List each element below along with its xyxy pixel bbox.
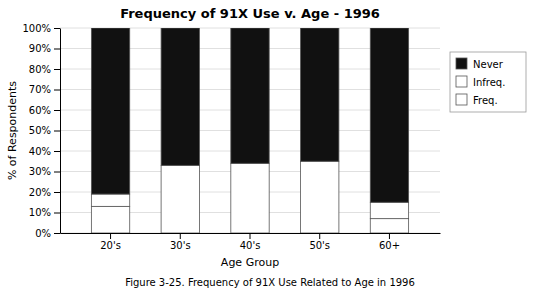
grid — [60, 28, 440, 233]
bar-segment — [301, 161, 339, 233]
tick-mark — [319, 233, 320, 239]
bar-segment — [91, 28, 129, 194]
tick: 40's — [240, 233, 261, 251]
tick-mark — [180, 233, 181, 239]
legend-item: Infreq. — [456, 76, 505, 88]
tick-mark — [54, 233, 60, 234]
tick: 20% — [29, 187, 60, 198]
x-axis-label: Age Group — [221, 256, 279, 269]
bar-segment — [231, 163, 269, 233]
tick: 70% — [29, 84, 60, 95]
tick-mark — [54, 192, 60, 193]
legend: Never Infreq. Freq. — [450, 52, 526, 112]
tick-mark — [54, 110, 60, 111]
legend-item: Never — [456, 58, 504, 70]
title: Frequency of 91X Use v. Age - 1996 — [120, 6, 380, 21]
tick-mark — [389, 233, 390, 239]
tick-label: 40's — [240, 240, 261, 251]
bars — [91, 28, 408, 233]
tick-label: 50's — [309, 240, 330, 251]
tick: 80% — [29, 64, 60, 75]
tick-label: 30's — [170, 240, 191, 251]
bar-segment — [231, 28, 269, 163]
tick-mark — [54, 131, 60, 132]
y-axis-label: % of Respondents — [6, 81, 19, 180]
plot: 0% 10% 20% 30% 40% 50% 60% 70% 80% 90% 100% 20's 30'… — [22, 23, 440, 251]
bar-segment — [161, 165, 199, 233]
tick: 50% — [29, 125, 60, 136]
tick: 20's — [100, 233, 121, 251]
tick: 30's — [170, 233, 191, 251]
tick: 10% — [29, 207, 60, 218]
bar-series — [91, 28, 408, 202]
tick-label: 70% — [29, 84, 51, 95]
tick-mark — [54, 151, 60, 152]
tick-mark — [54, 28, 60, 29]
legend-label: Infreq. — [473, 77, 505, 88]
chart: 0% 10% 20% 30% 40% 50% 60% 70% 80% 90% 100% 20's 30'… — [0, 0, 540, 293]
bar-segment — [161, 28, 199, 165]
tick: 100% — [22, 23, 60, 34]
legend-swatch — [456, 94, 467, 105]
tick: 0% — [35, 228, 60, 239]
tick-mark — [250, 233, 251, 239]
tick-label: 90% — [29, 43, 51, 54]
legend-swatch — [456, 58, 467, 69]
tick-label: 10% — [29, 207, 51, 218]
legend-label: Never — [473, 59, 504, 70]
caption: Figure 3-25. Frequency of 91X Use Relate… — [125, 277, 415, 288]
tick-label: 20's — [100, 240, 121, 251]
legend-frame — [450, 52, 526, 112]
tick: 30% — [29, 166, 60, 177]
legend-item: Freq. — [456, 94, 498, 106]
tick-mark — [54, 213, 60, 214]
tick-label: 0% — [35, 228, 51, 239]
tick-label: 30% — [29, 166, 51, 177]
bar-segment — [91, 206, 129, 233]
tick-mark — [54, 49, 60, 50]
tick-mark — [110, 233, 111, 239]
x-axis: 20's 30's 40's 50's 60+ — [61, 233, 441, 251]
axis-line — [60, 29, 61, 234]
bar-segment — [91, 194, 129, 206]
legend-label: Freq. — [473, 95, 498, 106]
legend-swatch — [456, 76, 467, 87]
tick-label: 50% — [29, 125, 51, 136]
tick-label: 40% — [29, 146, 51, 157]
tick-label: 80% — [29, 64, 51, 75]
bar-series — [91, 161, 408, 233]
bar-segment — [370, 219, 408, 233]
bar-segment — [370, 28, 408, 202]
tick-label: 60+ — [379, 240, 400, 251]
tick-mark — [54, 69, 60, 70]
bar-segment — [301, 28, 339, 161]
tick-label: 100% — [22, 23, 51, 34]
tick: 60+ — [379, 233, 400, 251]
tick: 90% — [29, 43, 60, 54]
bar-segment — [370, 202, 408, 218]
y-axis: 0% 10% 20% 30% 40% 50% 60% 70% 80% 90% 100% — [22, 23, 60, 239]
tick: 50's — [309, 233, 330, 251]
tick-label: 60% — [29, 105, 51, 116]
tick: 40% — [29, 146, 60, 157]
tick-mark — [54, 90, 60, 91]
tick: 60% — [29, 105, 60, 116]
tick-mark — [54, 172, 60, 173]
tick-label: 20% — [29, 187, 51, 198]
